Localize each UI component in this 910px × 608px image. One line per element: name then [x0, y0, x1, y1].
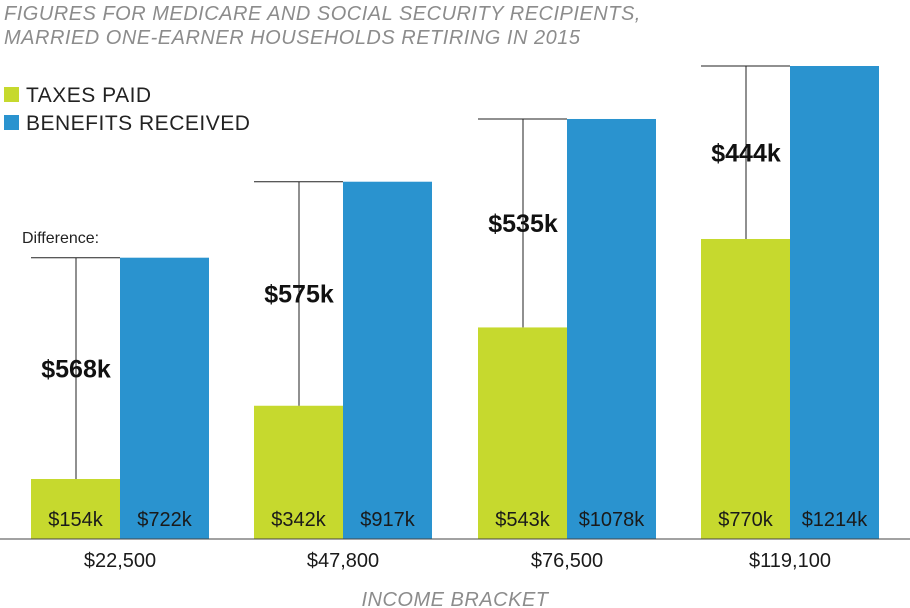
legend-label-benefits-received: BENEFITS RECEIVED	[26, 112, 250, 135]
bar-benefits-received	[343, 181, 432, 539]
legend-label-taxes-paid: TAXES PAID	[26, 84, 152, 107]
bar-group: $575k $342k $917k $47,800	[254, 181, 432, 572]
category-label: $119,100	[749, 550, 831, 572]
bar-group: $444k $770k $1214k $119,100	[701, 65, 879, 572]
bar-benefits-received	[790, 66, 879, 539]
category-label: $22,500	[84, 550, 156, 572]
x-axis-label: INCOME BRACKET	[361, 589, 549, 608]
bar-taxes-paid	[701, 238, 790, 539]
value-label-benefits-received: $1078k	[579, 509, 646, 531]
bar-groups: $568k $154k $722k $22,500 $575k $342k $917k $47…	[31, 65, 879, 572]
bar-taxes-paid	[478, 327, 567, 539]
bar-group: $535k $543k $1078k $76,500	[478, 118, 656, 572]
value-label-benefits-received: $917k	[360, 509, 415, 531]
bar-benefits-received	[120, 257, 209, 539]
value-label-taxes-paid: $770k	[718, 509, 773, 531]
bar-benefits-received	[567, 118, 656, 539]
value-label-taxes-paid: $154k	[48, 509, 103, 531]
legend-swatch-taxes-paid	[4, 87, 19, 102]
value-label-taxes-paid: $543k	[495, 509, 550, 531]
difference-label: $444k	[711, 139, 781, 167]
chart-title: FIGURES FOR MEDICARE AND SOCIAL SECURITY…	[4, 3, 641, 49]
legend-swatch-benefits-received	[4, 115, 19, 130]
bar-group: $568k $154k $722k $22,500	[31, 257, 209, 572]
chart-title-line-1: FIGURES FOR MEDICARE AND SOCIAL SECURITY…	[4, 3, 641, 25]
value-label-benefits-received: $722k	[137, 509, 192, 531]
category-label: $47,800	[307, 550, 379, 572]
category-label: $76,500	[531, 550, 603, 572]
legend: TAXES PAID BENEFITS RECEIVED	[4, 84, 250, 135]
chart-title-line-2: MARRIED ONE-EARNER HOUSEHOLDS RETIRING I…	[4, 27, 581, 49]
bar-taxes-paid	[254, 405, 343, 539]
difference-caption: Difference:	[22, 230, 99, 247]
value-label-taxes-paid: $342k	[271, 509, 326, 531]
bar-taxes-paid	[31, 478, 120, 539]
value-label-benefits-received: $1214k	[802, 509, 869, 531]
difference-label: $535k	[488, 210, 558, 238]
difference-label: $575k	[264, 281, 334, 309]
difference-label: $568k	[41, 355, 111, 383]
